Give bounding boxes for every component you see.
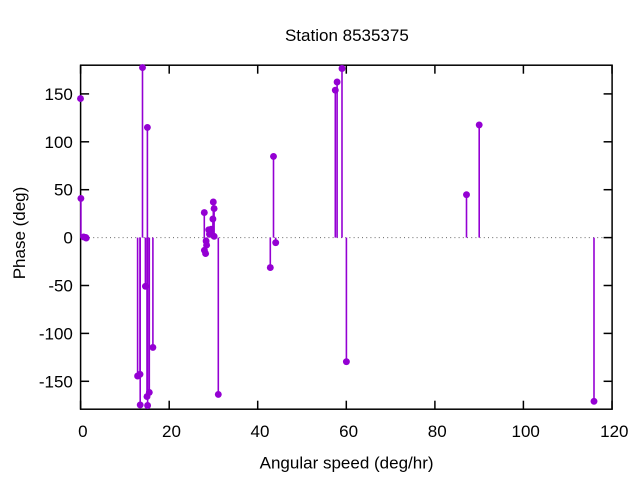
svg-text:Phase (deg): Phase (deg)	[10, 187, 29, 280]
svg-text:40: 40	[251, 422, 270, 441]
svg-text:0: 0	[78, 422, 87, 441]
svg-text:100: 100	[512, 422, 540, 441]
svg-text:-100: -100	[39, 324, 73, 343]
svg-text:50: 50	[54, 181, 73, 200]
svg-text:20: 20	[162, 422, 181, 441]
svg-text:150: 150	[45, 85, 73, 104]
svg-text:60: 60	[339, 422, 358, 441]
svg-text:80: 80	[428, 422, 447, 441]
svg-text:120: 120	[600, 422, 628, 441]
svg-text:Station 8535375: Station 8535375	[285, 26, 409, 45]
svg-text:Angular speed (deg/hr): Angular speed (deg/hr)	[260, 454, 434, 473]
svg-text:-50: -50	[48, 277, 73, 296]
svg-text:100: 100	[45, 133, 73, 152]
svg-text:0: 0	[63, 229, 72, 248]
svg-text:-150: -150	[39, 372, 73, 391]
